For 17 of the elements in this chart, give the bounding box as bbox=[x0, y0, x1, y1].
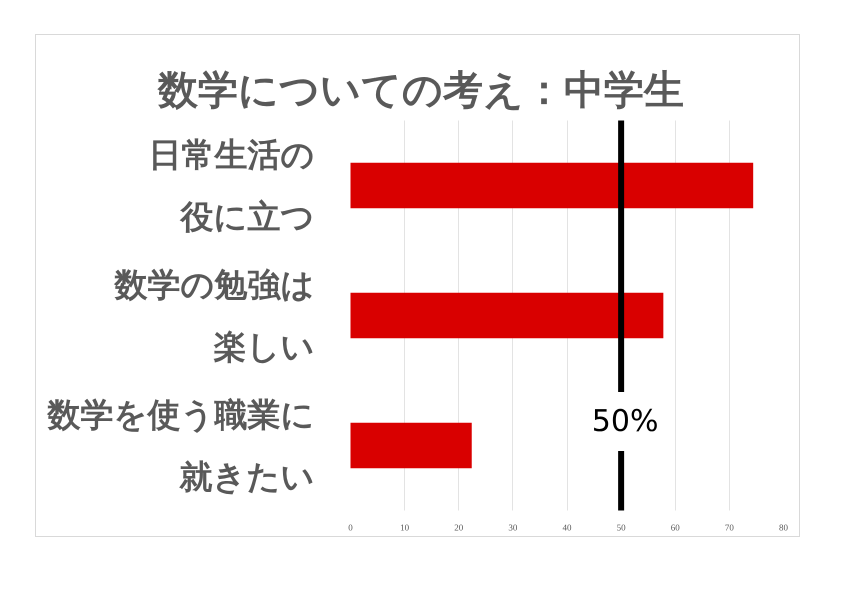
x-tick-label: 80 bbox=[779, 522, 788, 532]
x-tick-label: 30 bbox=[508, 522, 518, 532]
bar bbox=[350, 292, 664, 338]
x-tick-label: 20 bbox=[454, 522, 464, 532]
x-tick-label: 70 bbox=[724, 522, 734, 532]
x-tick-label: 50 bbox=[616, 522, 626, 532]
chart-title: 数学についての考え：中学生 bbox=[157, 68, 684, 114]
x-tick-label: 10 bbox=[400, 522, 410, 532]
bar bbox=[350, 422, 472, 468]
x-tick-label: 40 bbox=[562, 522, 572, 532]
y-tick-label: 日常生活の役に立つ bbox=[148, 134, 314, 236]
x-tick-label: 60 bbox=[670, 522, 680, 532]
ref-line-label: 50% bbox=[592, 404, 658, 439]
y-tick-label: 数学を使う職業に就きたい bbox=[46, 394, 314, 496]
y-tick-label: 数学の勉強は楽しい bbox=[114, 264, 314, 366]
bar bbox=[350, 162, 754, 208]
x-tick-label: 0 bbox=[348, 522, 354, 532]
